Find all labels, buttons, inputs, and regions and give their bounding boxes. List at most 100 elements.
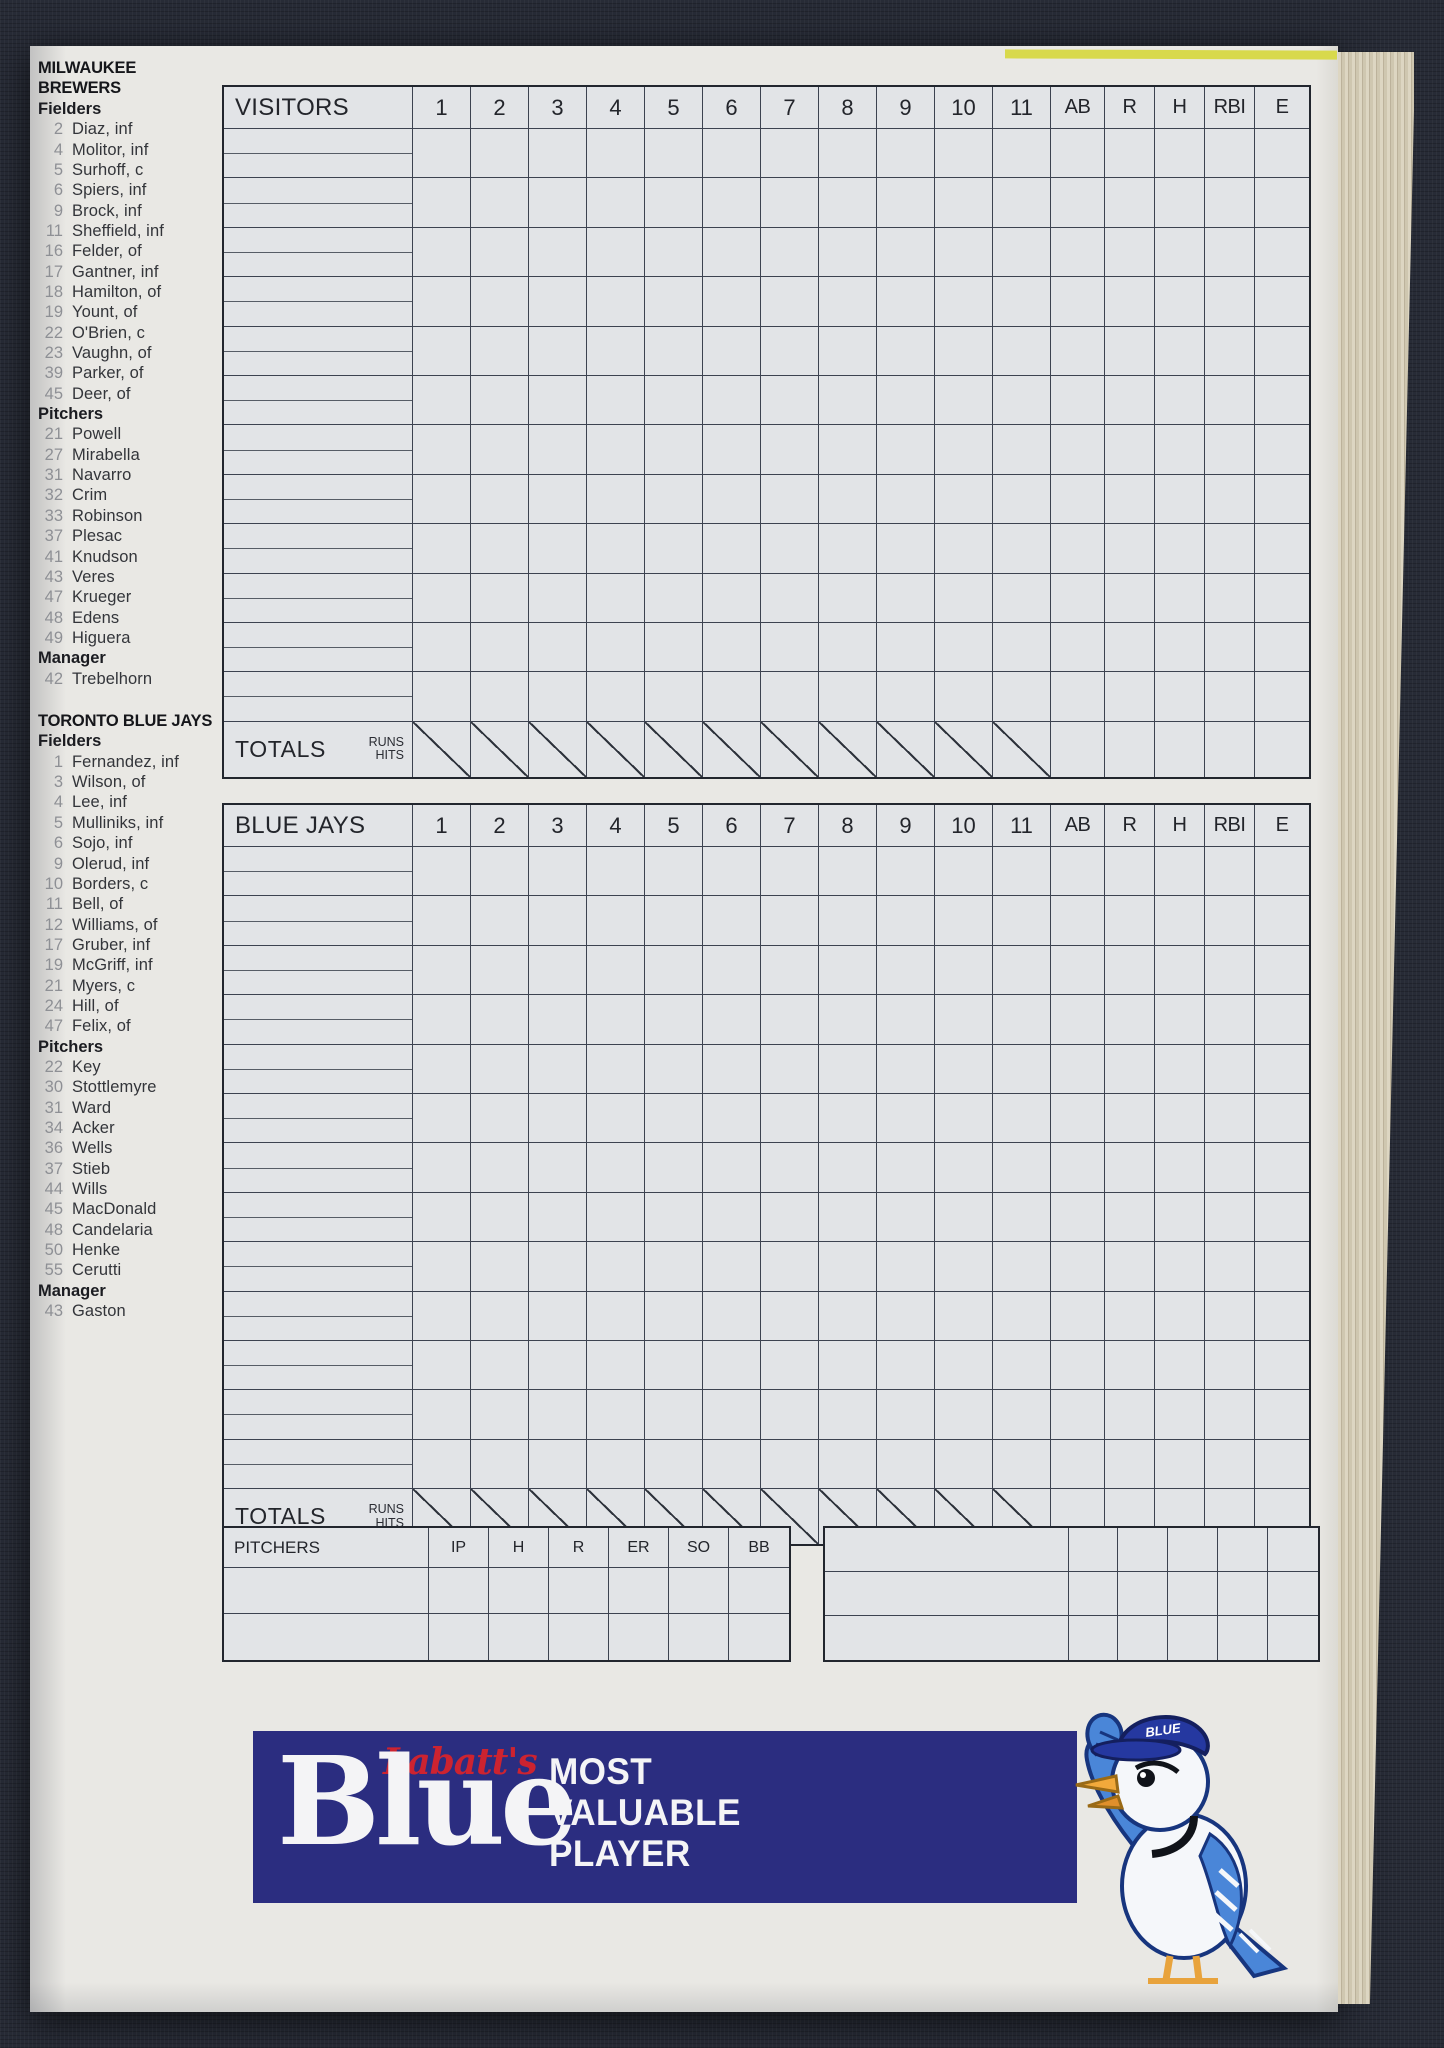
roster-player-row: 41 Knudson: [38, 547, 220, 567]
player-name: Deer, of: [72, 384, 131, 403]
stat-cell: [1051, 129, 1105, 178]
inning-cell: [471, 1192, 529, 1242]
player-number: 9: [53, 201, 63, 220]
stat-cell: [1105, 129, 1155, 178]
pitchers-column-header: H: [489, 1528, 549, 1567]
stat-header-cell: H: [1155, 87, 1205, 128]
inning-header-cell: 4: [587, 805, 645, 846]
stat-cell: [1205, 1093, 1255, 1143]
player-name: Candelaria: [72, 1220, 153, 1239]
player-name: Veres: [72, 567, 115, 586]
player-name: Higuera: [72, 628, 131, 647]
inning-cell: [587, 847, 645, 896]
team-header-cell: VISITORS: [224, 87, 413, 128]
roster-player-row: 43 Veres: [38, 567, 220, 587]
roster-player-row: 31 Ward: [38, 1098, 220, 1118]
inning-cell: [877, 277, 935, 326]
inning-cell: [877, 1340, 935, 1390]
player-number: 5: [53, 813, 63, 832]
inning-cell: [819, 672, 877, 721]
roster-player-row: 37 Stieb: [38, 1159, 220, 1179]
inning-cell: [471, 573, 529, 622]
player-name: Krueger: [72, 588, 132, 607]
inning-cell: [993, 945, 1051, 995]
pitcher-stat-cell: [609, 1614, 669, 1660]
player-name: Gruber, inf: [72, 935, 151, 954]
side-stat-cell: [1218, 1616, 1268, 1660]
stat-cell: [1155, 227, 1205, 277]
scorecard-visitors: VISITORS 1 2 3 4 5 6 7 8 9 10 11 AB R H RBI E TOTALS RUNS H…: [222, 85, 1311, 779]
inning-cell: [645, 1291, 703, 1340]
player-name-cell: [224, 1390, 413, 1439]
roster-player-row: 43 Gaston: [38, 1301, 220, 1321]
player-name: Wilson, of: [72, 773, 146, 792]
inning-cell: [993, 277, 1051, 326]
roster-player-row: 47 Krueger: [38, 587, 220, 607]
inning-cell: [761, 1340, 819, 1390]
inning-cell: [587, 1044, 645, 1093]
runs-label: RUNS: [368, 734, 404, 749]
inning-cell: [703, 1143, 761, 1192]
inning-cell: [993, 896, 1051, 945]
inning-cell: [703, 1291, 761, 1340]
totals-inning-cell: [703, 721, 761, 777]
inning-cell: [877, 945, 935, 995]
side-stat-cell: [1118, 1616, 1168, 1660]
scorecard-totals-row: TOTALS RUNS HITS: [224, 721, 1309, 777]
stat-cell: [1051, 1291, 1105, 1340]
pitchers-column-header: BB: [748, 1538, 770, 1556]
roster-player-row: 21 Powell: [38, 424, 220, 444]
inning-cell: [413, 847, 471, 896]
roster-group-label: Fielders: [38, 99, 102, 118]
inning-cell: [645, 573, 703, 622]
pitcher-stat-cell: [489, 1614, 549, 1660]
inning-cell: [645, 1439, 703, 1489]
side-table-row: [825, 1572, 1318, 1616]
player-name-cell: [224, 995, 413, 1044]
inning-cell: [877, 425, 935, 474]
inning-header-cell: 2: [471, 87, 529, 128]
ad-tagline: MOST VALUABLE PLAYER: [549, 1751, 741, 1874]
inning-cell: [703, 178, 761, 227]
inning-cell: [993, 1242, 1051, 1291]
player-number: 12: [44, 915, 63, 934]
stat-cell: [1051, 1093, 1105, 1143]
player-number: 31: [44, 466, 63, 485]
scorecard-body-row: [224, 178, 1309, 228]
inning-cell: [471, 1390, 529, 1439]
side-stat-cell: [1168, 1616, 1218, 1660]
inning-cell: [529, 1291, 587, 1340]
inning-header-cell: 11: [993, 805, 1051, 846]
stat-cell: [1255, 524, 1309, 572]
inning-cell: [645, 375, 703, 425]
labatts-script-logo: Labatt's: [383, 1741, 538, 1783]
roster-player-row: 3 Wilson, of: [38, 772, 220, 792]
pitchers-body-row: [224, 1614, 789, 1660]
inning-cell: [993, 178, 1051, 227]
stat-cell: [1205, 277, 1255, 326]
stat-cell: [1255, 1440, 1309, 1488]
scorecard-body-row: [224, 1242, 1309, 1292]
inning-cell: [703, 227, 761, 277]
player-number: 17: [44, 262, 63, 281]
inning-cell: [645, 178, 703, 227]
pitcher-stat-cell: [549, 1568, 609, 1613]
inning-cell: [935, 1192, 993, 1242]
stat-cell: [1155, 1242, 1205, 1291]
inning-cell: [645, 474, 703, 524]
stat-cell: [1255, 1390, 1309, 1438]
scorecard-body-row: [224, 672, 1309, 722]
player-number: 6: [53, 181, 63, 200]
stat-header-cell: R: [1105, 805, 1155, 846]
inning-cell: [703, 1340, 761, 1390]
inning-cell: [703, 945, 761, 995]
stat-cell: [1205, 474, 1255, 524]
stat-cell: [1051, 573, 1105, 622]
stat-cell: [1155, 1340, 1205, 1390]
player-name: Crim: [72, 486, 108, 505]
inning-header-cell: 8: [819, 87, 877, 128]
stat-cell: [1051, 474, 1105, 524]
stat-cell: [1155, 573, 1205, 622]
player-name: Stottlemyre: [72, 1078, 157, 1097]
inning-cell: [877, 178, 935, 227]
